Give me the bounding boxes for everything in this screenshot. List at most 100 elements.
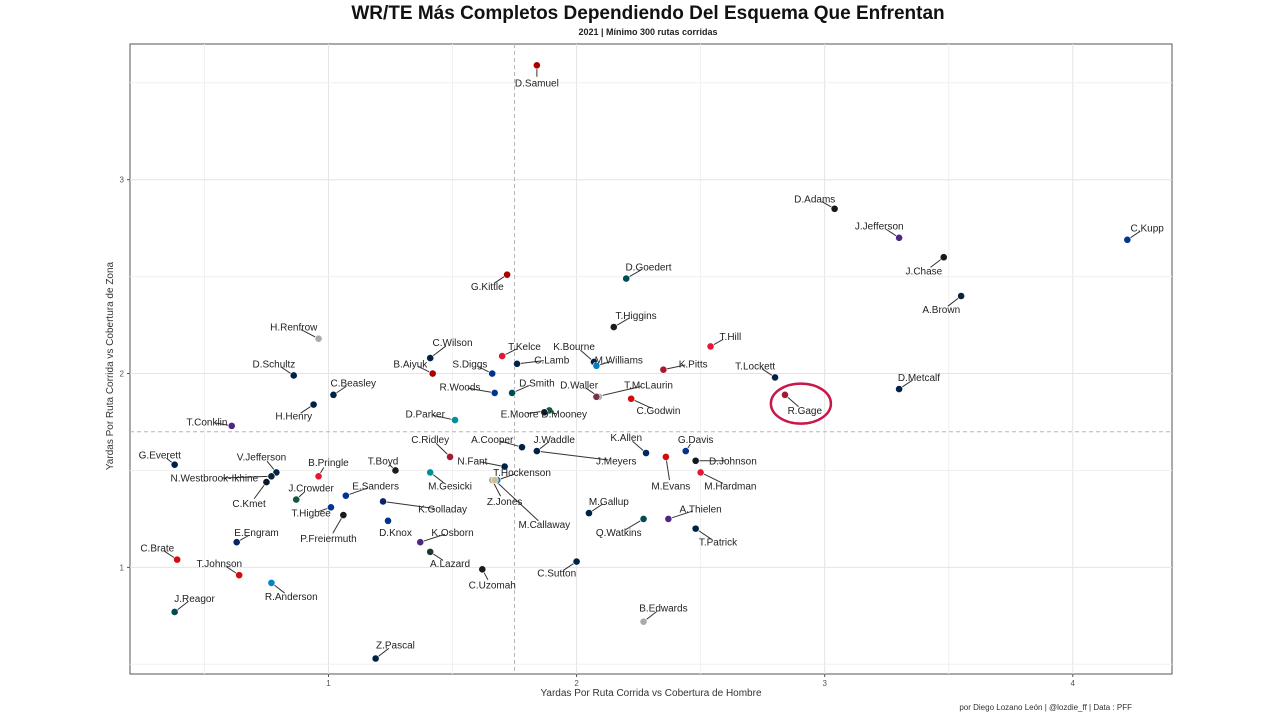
- point-c-kupp: [1123, 235, 1132, 244]
- point-d-smith: [508, 389, 516, 397]
- point-label: G.Davis: [678, 435, 714, 446]
- label-leader: [665, 456, 670, 481]
- point-label: N.Fant: [457, 456, 487, 467]
- label-leader: [516, 360, 544, 365]
- point-label: J.Chase: [906, 266, 943, 277]
- point-label: R.Gage: [788, 406, 823, 417]
- point-label: C.Godwin: [636, 406, 680, 417]
- point-d-adams: [830, 204, 839, 213]
- x-tick-label: 1: [326, 679, 331, 688]
- point-label: R.Woods: [439, 383, 480, 394]
- point-d-samuel: [532, 61, 541, 70]
- point-t-hill: [706, 342, 715, 351]
- point-label: A.Cooper: [471, 435, 514, 446]
- chart-title: WR/TE Más Completos Dependiendo Del Esqu…: [351, 3, 945, 24]
- axis-ticks: 1 2 3 4 1 2 3: [120, 176, 1076, 688]
- x-tick-label: 3: [822, 679, 827, 688]
- x-tick-label: 4: [1071, 679, 1076, 688]
- point-label: C.Ridley: [411, 435, 449, 446]
- chart-caption: por Diego Lozano León | @lozdie_ff | Dat…: [959, 703, 1132, 712]
- point-g-davis: [681, 447, 690, 455]
- point-label: T.Johnson: [197, 559, 243, 570]
- point-z-pascal: [371, 654, 380, 663]
- y-tick-label: 3: [120, 176, 125, 185]
- point-label: A.Brown: [922, 305, 960, 316]
- label-leader: [480, 461, 505, 468]
- point-c-uzomah: [478, 565, 487, 574]
- point-label: K.Osborn: [431, 528, 473, 539]
- point-t-boyd: [391, 466, 400, 475]
- label-leader: [345, 487, 369, 497]
- point-label: H.Renfrow: [270, 323, 318, 334]
- point-label: A.Thielen: [679, 505, 721, 516]
- point-label: C.Uzomah: [469, 580, 516, 591]
- point-label: G.Everett: [139, 450, 181, 461]
- highlight-layer: [769, 382, 833, 425]
- label-leader: [420, 533, 446, 543]
- x-tick-label: 2: [574, 679, 579, 688]
- point-t-mclaurin: [592, 392, 601, 401]
- point-label: M.Hardman: [704, 481, 756, 492]
- point-p-freiermuth: [339, 511, 348, 519]
- point-g-kittle: [503, 270, 512, 279]
- point-label: E.Engram: [234, 528, 278, 539]
- point-j-crowder: [292, 495, 301, 504]
- point-label: T.Hockenson: [493, 468, 551, 479]
- point-label: B.Aiyuk: [393, 359, 428, 370]
- point-b-edwards: [639, 617, 648, 626]
- point-c-brate: [173, 555, 182, 564]
- label-leader: [467, 387, 495, 394]
- point-q-watkins: [639, 515, 648, 523]
- point-c-godwin: [627, 394, 636, 403]
- point-label: C.Kupp: [1131, 224, 1165, 235]
- chart-subtitle: 2021 | Mínimo 300 rutas corridas: [578, 27, 718, 37]
- point-t-conklin: [227, 421, 236, 430]
- point-k-allen: [642, 449, 650, 457]
- point-label: R.Anderson: [265, 592, 318, 603]
- point-label: E.Sanders: [352, 481, 399, 492]
- point-h-henry: [309, 400, 318, 409]
- point-label: K.Allen: [610, 433, 642, 444]
- point-b-pringle: [314, 472, 323, 481]
- point-label: T.Patrick: [699, 538, 738, 549]
- point-label: J.Crowder: [288, 483, 334, 494]
- point-label: C.Lamb: [534, 355, 569, 366]
- point-a-lazard: [426, 547, 435, 556]
- point-label: Q.Watkins: [596, 528, 642, 539]
- label-leader: [222, 475, 272, 479]
- point-m-evans: [661, 452, 670, 461]
- point-m-williams: [592, 361, 601, 370]
- point-label: K.Pitts: [679, 359, 708, 370]
- point-r-anderson: [267, 578, 276, 587]
- point-t-higgins: [609, 323, 618, 331]
- point-d-knox: [384, 516, 392, 525]
- point-label: C.Wilson: [433, 338, 473, 349]
- reference-lines: [130, 44, 1172, 674]
- point-label: K.Bourne: [553, 342, 595, 353]
- point-label: T.Conklin: [186, 418, 227, 429]
- points-layer: [170, 61, 1132, 663]
- label-leader: [494, 479, 539, 522]
- point-j-meyers: [532, 447, 541, 455]
- x-axis-title: Yardas Por Ruta Corrida vs Cobertura de …: [540, 688, 761, 699]
- point-e-engram: [232, 538, 241, 547]
- point-label: D.Smith: [519, 379, 555, 390]
- point-label: H.Henry: [275, 412, 312, 423]
- point-r-woods: [490, 389, 499, 397]
- point-label: D.Metcalf: [898, 373, 940, 384]
- point-m-hardman: [696, 468, 705, 477]
- y-tick-label: 2: [120, 370, 125, 379]
- point-d-mooney: [540, 408, 549, 417]
- point-label: C.Brate: [140, 544, 174, 555]
- point-label: E.Moore: [501, 410, 539, 421]
- point-label: S.Diggs: [452, 359, 487, 370]
- point-label: J.Waddle: [534, 435, 576, 446]
- label-leader: [536, 450, 609, 461]
- point-label: J.Meyers: [596, 456, 637, 467]
- point-label: M.Gallup: [589, 497, 629, 508]
- label-leader: [382, 500, 435, 509]
- point-label: J.Jefferson: [855, 222, 904, 233]
- point-label: D.Schultz: [252, 359, 295, 370]
- label-leader: [668, 510, 694, 520]
